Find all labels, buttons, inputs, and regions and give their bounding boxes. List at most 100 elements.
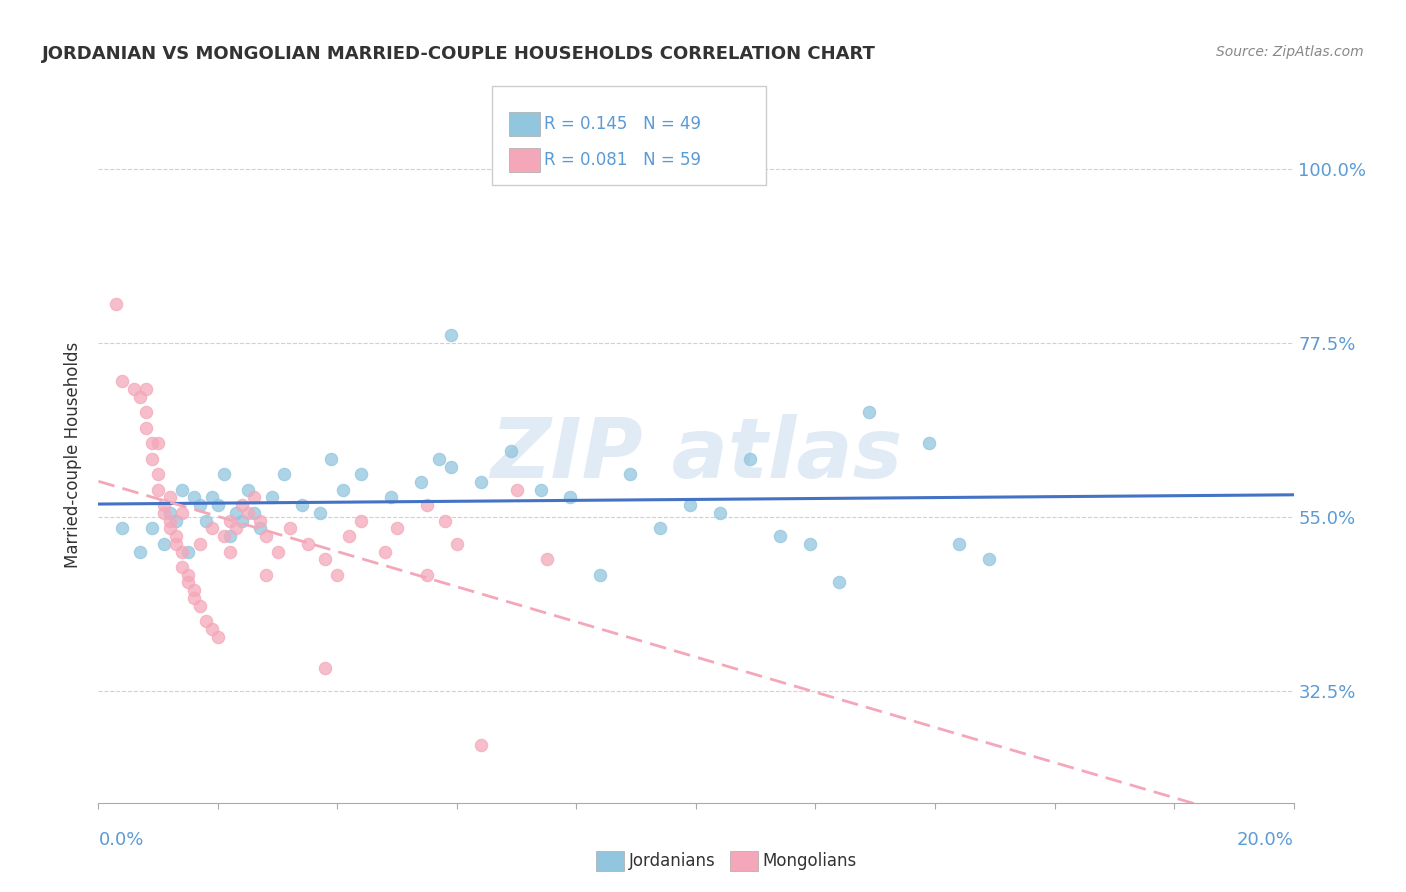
Point [297,537,319,551]
Point [177,544,200,558]
Point [188,537,211,551]
Point [159,514,181,528]
Point [188,599,211,613]
Point [225,506,247,520]
Point [416,498,439,512]
Point [225,521,247,535]
Point [135,421,157,435]
Point [148,483,170,497]
Point [212,467,235,482]
Point [858,405,880,419]
Point [267,544,290,558]
Point [249,521,271,535]
Point [129,390,152,404]
Point [440,328,463,343]
Point [165,514,187,528]
Point [427,451,450,466]
Point [619,467,641,482]
Point [135,382,157,396]
Point [434,514,457,528]
Point [291,498,314,512]
Point [446,537,468,551]
Point [977,552,1000,566]
Point [315,660,337,674]
Point [172,560,194,574]
Text: R = 0.081   N = 59: R = 0.081 N = 59 [544,151,700,169]
Point [129,544,152,558]
Point [350,467,373,482]
Point [207,498,229,512]
Text: Source: ZipAtlas.com: Source: ZipAtlas.com [1216,45,1364,59]
Text: JORDANIAN VS MONGOLIAN MARRIED-COUPLE HOUSEHOLDS CORRELATION CHART: JORDANIAN VS MONGOLIAN MARRIED-COUPLE HO… [42,45,876,62]
Point [321,451,343,466]
Point [165,529,187,543]
Point [332,483,354,497]
Point [111,521,134,535]
Point [499,444,522,458]
Point [141,521,163,535]
Point [236,483,259,497]
Text: Jordanians: Jordanians [628,852,716,870]
Point [308,506,330,520]
Point [243,491,266,505]
Point [738,451,761,466]
Point [165,537,187,551]
Point [260,491,283,505]
Point [159,521,181,535]
Point [141,451,163,466]
Point [148,436,170,450]
Point [141,436,163,450]
Point [254,529,277,543]
Point [153,498,176,512]
Point [385,521,409,535]
Point [918,436,941,450]
Point [278,521,301,535]
Point [177,575,200,590]
Point [315,552,337,566]
Point [201,491,224,505]
Text: 20.0%: 20.0% [1237,830,1294,848]
Point [380,491,402,505]
Point [219,544,242,558]
Point [243,506,266,520]
Point [148,467,170,482]
Point [219,529,242,543]
Point [828,575,851,590]
Point [172,506,194,520]
Y-axis label: Married-couple Households: Married-couple Households [65,342,83,568]
Point [159,491,181,505]
Text: ZIP atlas: ZIP atlas [489,415,903,495]
Point [201,521,224,535]
Point [530,483,553,497]
Point [273,467,295,482]
Point [416,567,439,582]
Point [195,514,218,528]
Point [236,506,259,520]
Point [679,498,702,512]
Point [177,567,200,582]
Point [506,483,529,497]
Point [374,544,396,558]
Point [470,475,492,489]
Point [183,591,205,605]
Point [183,491,205,505]
Point [183,583,205,598]
Point [536,552,558,566]
Point [195,614,218,628]
Point [339,529,361,543]
Point [172,544,194,558]
Point [254,567,277,582]
Point [212,529,235,543]
Text: Mongolians: Mongolians [762,852,856,870]
Point [231,498,253,512]
Point [589,567,612,582]
Point [188,498,211,512]
Point [105,297,128,311]
Point [948,537,970,551]
Point [440,459,463,474]
Text: R = 0.145   N = 49: R = 0.145 N = 49 [544,115,700,133]
Point [326,567,349,582]
Point [231,514,253,528]
Point [201,622,224,636]
Point [207,630,229,644]
